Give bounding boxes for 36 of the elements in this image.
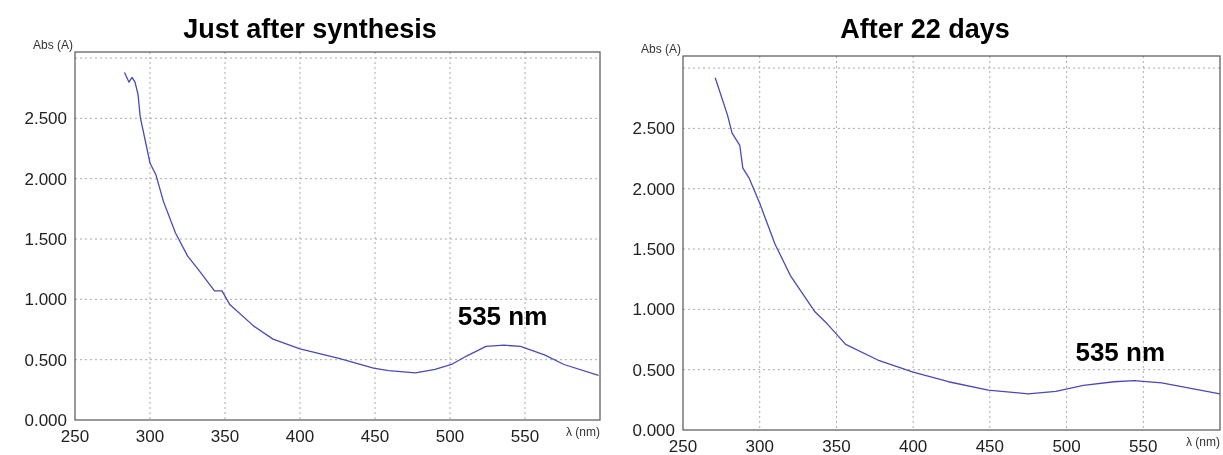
y-tick-label: 0.500 xyxy=(24,350,67,370)
annotation: 535 nm xyxy=(1075,336,1166,367)
x-axis-title: λ (nm) xyxy=(566,425,600,439)
x-tick-label: 300 xyxy=(135,427,165,446)
annotation: 535 nm xyxy=(457,301,548,332)
x-tick-label: 500 xyxy=(1052,437,1081,455)
y-tick-label: 2.500 xyxy=(24,109,67,129)
y-tick-label: 1.500 xyxy=(632,240,675,260)
x-tick-label: 450 xyxy=(975,437,1005,455)
x-tick-label: 300 xyxy=(745,437,774,455)
x-axis-title: λ (nm) xyxy=(1186,435,1220,449)
y-axis-title: Abs (A) xyxy=(32,38,73,52)
y-tick-label: 0.500 xyxy=(632,360,675,380)
y-tick-label: 0.000 xyxy=(24,411,67,430)
x-tick-label: 400 xyxy=(285,427,315,446)
x-tick-label: 550 xyxy=(510,427,540,446)
x-tick-label: 350 xyxy=(210,427,240,446)
line-series xyxy=(123,71,600,377)
y-tick-label: 1.000 xyxy=(24,290,67,310)
y-tick-label: 1.500 xyxy=(24,230,67,250)
line-series xyxy=(714,77,1221,395)
chart-title: After 22 days xyxy=(840,14,1010,44)
x-tick-label: 350 xyxy=(822,437,851,455)
y-axis-title: Abs (A) xyxy=(640,42,681,56)
x-tick-label: 250 xyxy=(60,427,90,446)
x-tick-label: 500 xyxy=(435,427,465,446)
y-tick-label: 2.000 xyxy=(632,179,675,199)
y-tick-label: 2.500 xyxy=(632,119,675,139)
x-tick-label: 450 xyxy=(360,427,390,446)
y-tick-label: 2.000 xyxy=(24,169,67,189)
x-tick-label: 400 xyxy=(898,437,928,455)
x-tick-label: 250 xyxy=(668,437,698,455)
y-tick-label: 0.000 xyxy=(632,421,675,440)
chart-title: Just after synthesis xyxy=(183,14,437,44)
x-tick-label: 550 xyxy=(1129,437,1158,455)
y-tick-label: 1.000 xyxy=(632,300,675,320)
